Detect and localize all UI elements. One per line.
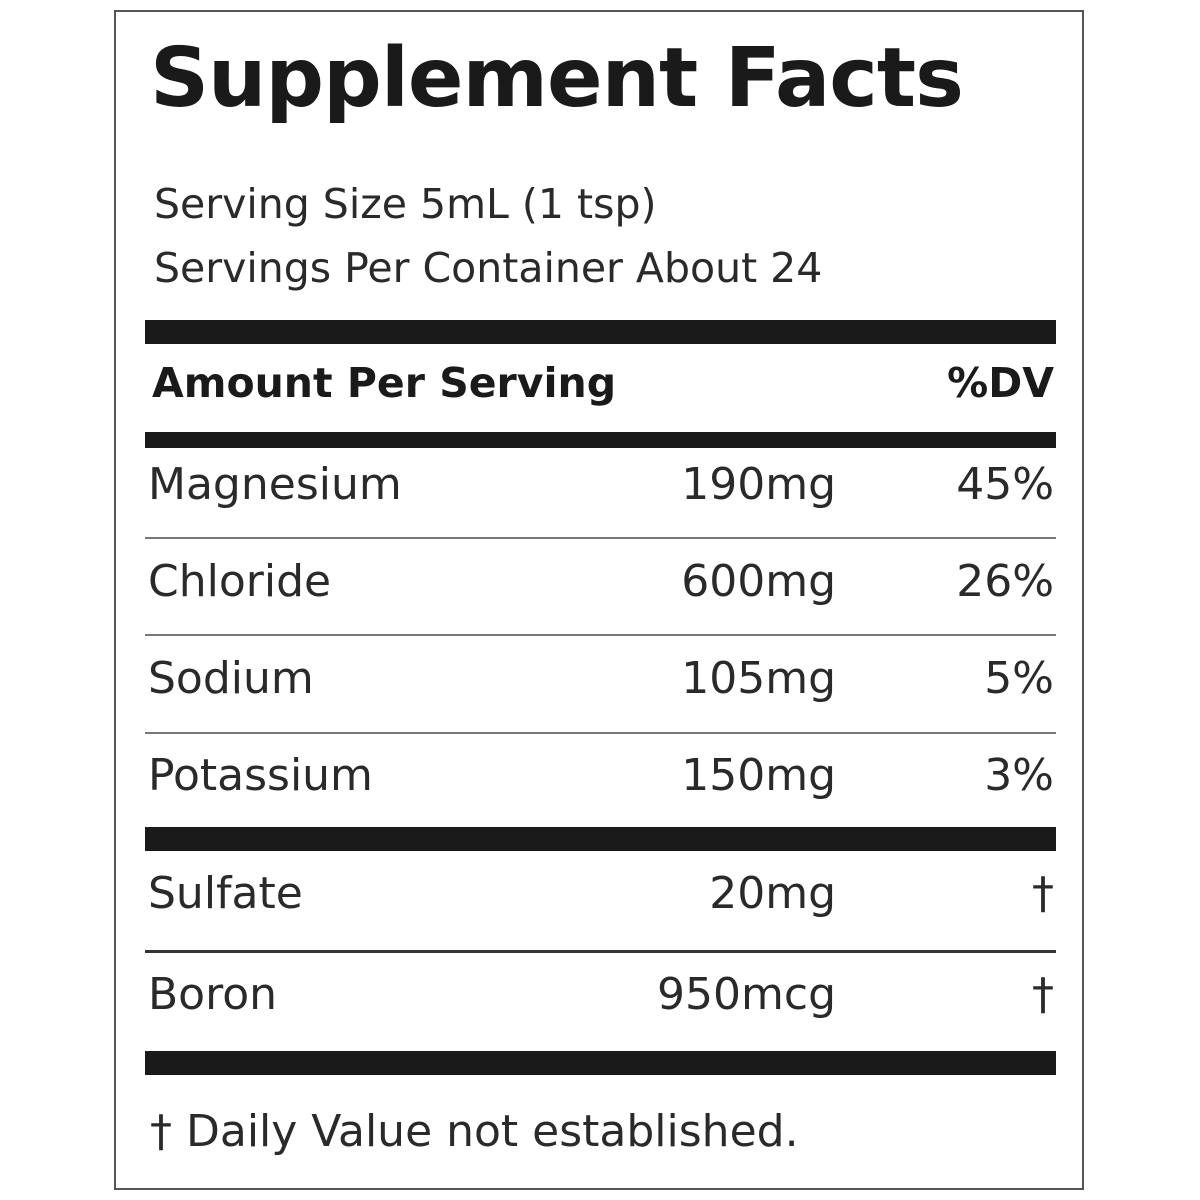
nutrient-name: Potassium [148,750,373,801]
divider-bar-top [145,320,1056,344]
supplement-facts-panel [114,10,1084,1190]
nutrient-amount: 20mg [709,868,836,919]
divider-bar-header [145,432,1056,448]
nutrient-name: Magnesium [148,459,402,510]
nutrient-dv: † [1032,969,1054,1020]
nutrient-row-magnesium: Magnesium 190mg 45% [145,455,1056,515]
row-divider [145,634,1056,636]
nutrient-amount: 600mg [681,556,836,607]
divider-bar-bottom [145,1051,1056,1075]
nutrient-row-chloride: Chloride 600mg 26% [145,552,1056,612]
label-title: Supplement Facts [150,31,964,126]
nutrient-amount: 105mg [681,653,836,704]
nutrient-row-sodium: Sodium 105mg 5% [145,649,1056,709]
servings-per-container: Servings Per Container About 24 [154,244,823,292]
row-divider [145,732,1056,734]
divider-bar-middle [145,827,1056,851]
nutrient-name: Chloride [148,556,332,607]
nutrient-row-boron: Boron 950mcg † [145,965,1056,1025]
nutrient-amount: 190mg [681,459,836,510]
nutrient-amount: 950mcg [657,969,836,1020]
nutrient-dv: 5% [984,653,1054,704]
daily-value-header: %DV [947,359,1054,407]
nutrient-dv: 26% [956,556,1054,607]
nutrient-name: Boron [148,969,278,1020]
nutrient-row-potassium: Potassium 150mg 3% [145,746,1056,806]
nutrient-dv: 45% [956,459,1054,510]
nutrient-name: Sodium [148,653,314,704]
serving-size: Serving Size 5mL (1 tsp) [154,180,657,228]
nutrient-amount: 150mg [681,750,836,801]
row-divider [145,537,1056,539]
nutrient-dv: † [1032,868,1054,919]
nutrient-row-sulfate: Sulfate 20mg † [145,864,1056,924]
nutrient-name: Sulfate [148,868,303,919]
row-divider [145,950,1056,953]
amount-per-serving-header: Amount Per Serving [152,359,617,407]
nutrient-dv: 3% [984,750,1054,801]
footnote: † Daily Value not established. [150,1106,799,1157]
